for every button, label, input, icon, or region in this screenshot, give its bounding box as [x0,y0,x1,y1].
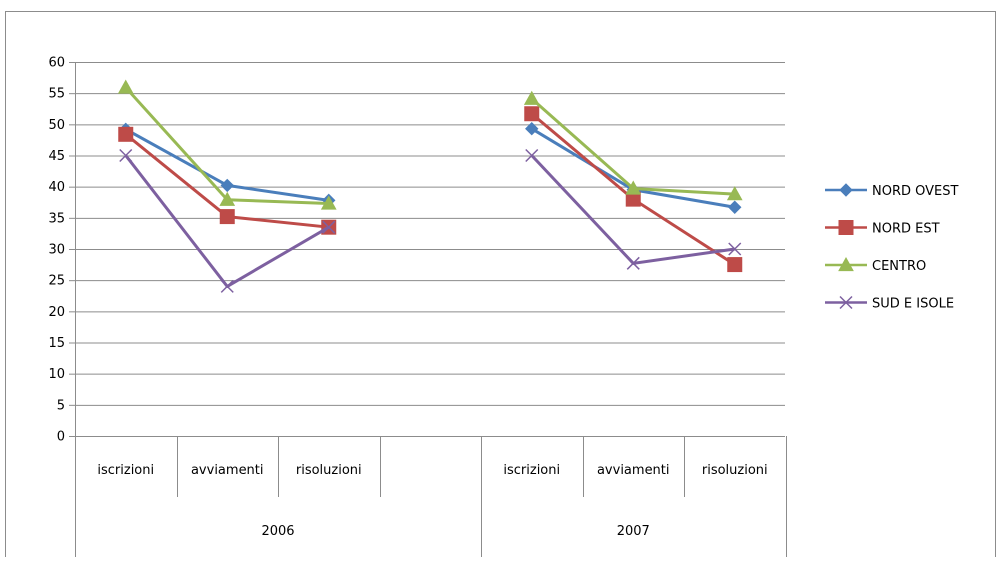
marker-x [728,242,742,256]
y-tick-label: 30 [48,243,65,258]
legend: NORD OVEST NORD EST CENTRO SUD E ISOLE [825,183,958,312]
marker-diamond [728,200,742,214]
marker-triangle [625,180,642,195]
legend-entry: SUD E ISOLE [825,295,954,312]
y-tick-label: 50 [48,118,65,133]
marker-triangle [726,186,743,201]
marker-x [839,295,853,310]
marker-square [219,209,235,225]
marker-x [626,256,640,270]
series [117,79,743,293]
y-tick-label: 60 [48,56,65,71]
marker-triangle [320,195,337,210]
marker-triangle [838,256,854,272]
series-centro [117,79,743,210]
chart-border [5,11,996,561]
legend-label: CENTRO [872,259,926,274]
marker-x [220,279,234,293]
y-tick-label: 45 [48,149,65,164]
marker-diamond [220,178,234,193]
category-label: risoluzioni [702,463,768,478]
y-tick-label: 10 [48,367,65,382]
marker-triangle [219,191,236,206]
y-tick-label: 5 [57,398,65,413]
legend-label: NORD OVEST [872,184,958,199]
legend-label: SUD E ISOLE [872,297,954,312]
marker-x [119,148,133,163]
y-tick-label: 20 [48,305,65,320]
category-label: iscrizioni [97,463,154,478]
marker-diamond [839,183,853,197]
y-tick-label: 55 [48,87,65,102]
marker-square [838,220,854,235]
marker-square [727,257,743,273]
legend-entry: NORD EST [825,220,940,237]
marker-x [525,148,539,163]
category-label: avviamenti [597,463,670,478]
series-sud-e-isole [119,148,742,293]
marker-x [322,220,336,234]
marker-triangle [523,90,540,105]
category-label: iscrizioni [503,463,560,478]
marker-square [118,126,134,142]
group-label: 2006 [261,524,294,539]
axes: 0 5 10 15 20 25 30 35 40 45 50 55 60 iscrizioni avviam… [48,56,787,557]
y-tick-label: 15 [48,336,65,351]
marker-diamond [525,121,539,136]
legend-entry: CENTRO [825,256,926,274]
legend-entry: NORD OVEST [825,183,958,199]
series-nord-est [118,106,743,273]
marker-square [524,106,540,122]
y-tick-label: 40 [48,180,65,195]
group-label: 2007 [617,524,650,539]
marker-triangle [117,79,134,94]
y-tick-label: 0 [57,430,65,445]
category-label: avviamenti [191,463,264,478]
category-label: risoluzioni [296,463,362,478]
y-tick-label: 25 [48,274,65,289]
y-tick-label: 35 [48,211,65,226]
legend-label: NORD EST [872,222,940,237]
